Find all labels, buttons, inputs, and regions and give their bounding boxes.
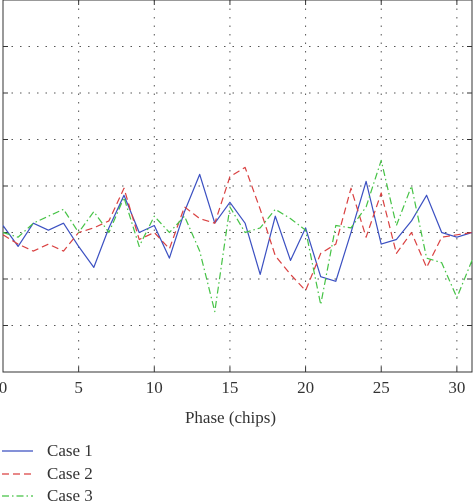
x-tick-label: 15 [221, 378, 238, 397]
grid [2, 0, 472, 372]
legend-label: Case 1 [47, 441, 93, 460]
legend-label: Case 3 [47, 486, 93, 501]
series-line-case-3 [2, 159, 473, 313]
plot-frame [2, 0, 473, 373]
series-lines [2, 159, 473, 313]
legend: Case 1 Case 2 Case 3 [2, 441, 93, 501]
x-tick-label: 10 [146, 378, 163, 397]
x-tick-label: 5 [74, 378, 83, 397]
x-tick-label: 25 [373, 378, 390, 397]
x-axis-title: Phase (chips) [185, 408, 276, 427]
series-line-case-1 [2, 173, 473, 282]
axis-ticks: 0 5 10 15 20 25 30 [0, 0, 472, 397]
x-tick-label: 20 [297, 378, 314, 397]
legend-label: Case 2 [47, 464, 93, 483]
series-line-case-2 [2, 166, 473, 292]
x-tick-label: 0 [0, 378, 7, 397]
x-tick-label: 30 [448, 378, 465, 397]
